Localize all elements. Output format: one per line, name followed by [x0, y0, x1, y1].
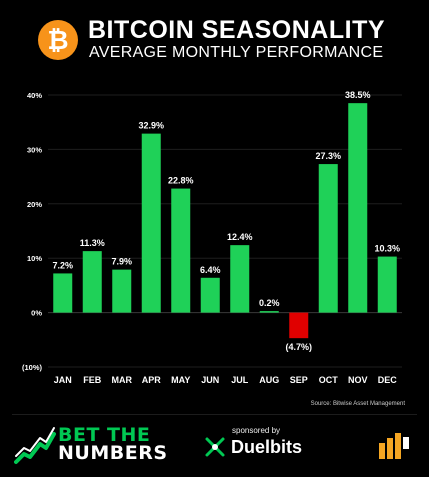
x-tick-label: FEB [83, 375, 102, 385]
x-tick-label: OCT [319, 375, 339, 385]
data-label: 0.2% [259, 298, 280, 308]
x-tick-label: APR [142, 375, 162, 385]
y-tick-label: 30% [27, 145, 42, 154]
data-label: 10.3% [374, 244, 400, 254]
x-tick-label: AUG [259, 375, 279, 385]
x-tick-label: JAN [54, 375, 72, 385]
bar [230, 245, 250, 313]
crossed-swords-icon [205, 437, 225, 457]
data-label: 27.3% [315, 151, 341, 161]
rising-chart-icon [14, 427, 56, 464]
data-label: 7.9% [111, 257, 132, 267]
data-label: 7.2% [52, 260, 73, 270]
sponsor-block: sponsored by Duelbits [204, 426, 314, 466]
page-title: BITCOIN SEASONALITY [88, 16, 386, 44]
bar [112, 269, 132, 313]
data-label: 38.5% [345, 90, 371, 100]
data-label: (4.7%) [285, 342, 312, 352]
y-tick-label: 0% [31, 309, 42, 318]
source-note: Source: Bitwise Asset Management [310, 401, 405, 407]
brand-line-2: NUMBERS [58, 442, 168, 464]
data-label: 11.3% [80, 238, 105, 248]
bar-chart: 40% 30% 20% 10% 0% (10%) 7.2% JAN 11.3% FEB 7.9% MA… [22, 90, 402, 385]
x-tick-label: MAY [171, 375, 190, 385]
corner-brand-icon [379, 433, 409, 459]
data-label: 12.4% [227, 232, 253, 242]
x-tick-label: SEP [290, 375, 308, 385]
bar [289, 312, 309, 339]
y-tick-label: 20% [27, 200, 42, 209]
bar [377, 256, 397, 313]
brand-line-1: BET THE [58, 424, 151, 446]
page-subtitle: AVERAGE MONTHLY PERFORMANCE [89, 44, 384, 61]
bar [141, 133, 161, 313]
y-tick-label: 40% [27, 91, 42, 100]
y-tick-label: 10% [27, 254, 42, 263]
x-tick-label: DEC [378, 375, 398, 385]
footer-divider [12, 414, 417, 415]
x-tick-label: NOV [348, 375, 368, 385]
bet-the-numbers-logo: BET THE NUMBERS [14, 426, 184, 466]
bar [82, 251, 102, 313]
bar [318, 164, 338, 313]
header: ₿ BITCOIN SEASONALITY AVERAGE MONTHLY PE… [0, 0, 429, 80]
bitcoin-icon: ₿ [38, 20, 78, 60]
bar [348, 103, 368, 313]
y-tick-label: (10%) [22, 363, 43, 372]
data-label: 22.8% [168, 176, 194, 186]
x-tick-label: MAR [112, 375, 133, 385]
bar [259, 311, 279, 313]
bar [53, 273, 73, 313]
bar [171, 188, 191, 313]
sponsored-by-label: sponsored by [232, 426, 281, 435]
bar [200, 277, 220, 313]
x-tick-label: JUL [231, 375, 249, 385]
sponsor-name: Duelbits [231, 437, 303, 457]
x-tick-label: JUN [201, 375, 219, 385]
data-label: 6.4% [200, 265, 221, 275]
data-label: 32.9% [138, 121, 164, 131]
